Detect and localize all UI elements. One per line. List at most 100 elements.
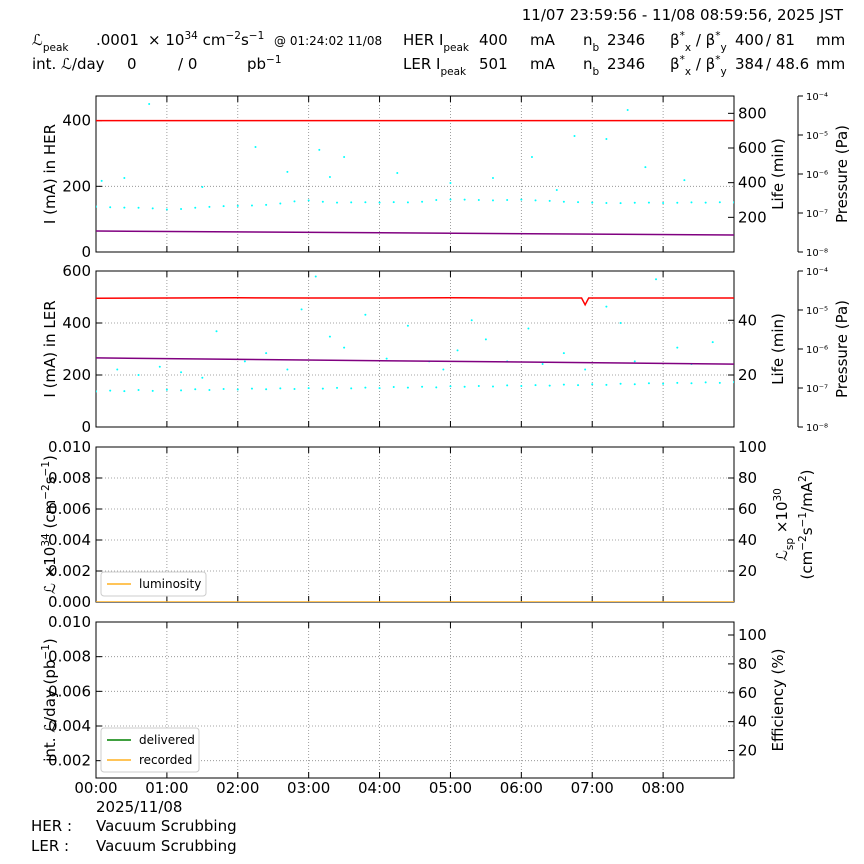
text-part: ) (41, 638, 59, 644)
intl-recorded: / 0 (178, 55, 197, 73)
y3-tick-label: 10⁻⁵ (806, 306, 828, 317)
y3-label: Pressure (Pa) (833, 125, 851, 223)
her-status-label: HER : (31, 817, 72, 835)
y-tick-label: 0.006 (48, 500, 91, 518)
point (250, 204, 253, 207)
legend-label: luminosity (139, 577, 201, 591)
point (293, 387, 296, 390)
point (591, 201, 594, 204)
point (318, 148, 321, 151)
text-part: / β (691, 55, 715, 73)
point (314, 275, 317, 278)
point (151, 389, 154, 392)
y-tick-label: 0.010 (48, 438, 91, 456)
y2-tick-label: 60 (738, 500, 757, 518)
point (491, 385, 494, 388)
ler-status: Vacuum Scrubbing (96, 837, 237, 855)
point (378, 387, 381, 390)
y2-label: Life (min) (769, 138, 787, 210)
point (123, 206, 126, 209)
point (584, 368, 587, 371)
point (644, 166, 647, 169)
point (151, 207, 154, 210)
y2-label: Life (min) (769, 313, 787, 385)
point (343, 346, 346, 349)
y2-tick-label: 800 (738, 104, 767, 122)
series-group (96, 102, 734, 236)
point (704, 381, 707, 384)
intl-unit: pb−1 (247, 54, 282, 73)
point (137, 206, 140, 209)
point (676, 346, 679, 349)
point (456, 349, 459, 352)
text-part: ×10 (773, 501, 791, 537)
legend-label: delivered (139, 733, 195, 747)
y2-tick-label: 20 (738, 742, 757, 760)
point (477, 199, 480, 201)
y-label: int. ℒ/day (pb−1) (40, 638, 59, 762)
series-line (96, 230, 734, 236)
y-tick-label: 400 (62, 314, 91, 332)
y-tick-label: 0.010 (48, 613, 91, 631)
ler-beta-x: 384 (735, 55, 764, 73)
point (123, 390, 126, 393)
point (222, 205, 225, 208)
y-tick-label: 0.004 (48, 531, 91, 549)
point (300, 308, 303, 311)
text-part: ℒ (773, 550, 791, 561)
text-part: /mA (798, 481, 816, 512)
date: 2025/11/08 (96, 798, 182, 816)
y-tick-label: 0.002 (48, 562, 91, 580)
point (392, 386, 395, 389)
her-label: HER Ipeak (403, 31, 470, 54)
text-part: −2 (225, 30, 240, 42)
point (286, 368, 289, 371)
point (633, 360, 636, 363)
point (718, 381, 721, 384)
y-tick-label: 0.000 (48, 593, 91, 611)
her-status: Vacuum Scrubbing (96, 817, 237, 835)
y-tick-label: 0 (81, 418, 91, 436)
point (605, 305, 608, 308)
y3-tick-label: 10⁻⁴ (806, 92, 828, 103)
point (619, 382, 622, 385)
ler-beta-label: β*x / β*y (670, 54, 727, 78)
point (662, 382, 665, 385)
point (605, 201, 608, 204)
ler-nb-label: nb (583, 55, 600, 78)
point (364, 386, 367, 389)
point (307, 199, 310, 202)
text-part: * (680, 54, 685, 66)
x-tick-label: 01:00 (145, 779, 188, 797)
text-part: × 10 (148, 31, 184, 49)
point (534, 199, 537, 202)
point (577, 384, 580, 387)
point (690, 382, 693, 385)
point (254, 145, 257, 148)
point (647, 382, 650, 385)
text-part: * (715, 54, 720, 66)
point (222, 387, 225, 390)
point (406, 201, 409, 204)
text-part: β (670, 55, 680, 73)
point (591, 383, 594, 386)
point (577, 201, 580, 204)
text-part: s (41, 476, 59, 484)
point (520, 384, 523, 387)
point (364, 201, 367, 204)
text-part: peak (443, 42, 470, 54)
text-part: * (680, 30, 685, 42)
text-part: −2 (40, 484, 52, 499)
point (406, 386, 409, 389)
point (279, 387, 282, 390)
point (470, 319, 473, 322)
point (421, 385, 424, 388)
point (343, 156, 346, 159)
point (605, 383, 608, 386)
point (265, 203, 268, 206)
point (562, 352, 565, 355)
point (449, 182, 452, 185)
y-label: I (mA) in LER (41, 300, 59, 397)
point (633, 383, 636, 386)
y3-tick-label: 10⁻⁷ (806, 209, 828, 220)
